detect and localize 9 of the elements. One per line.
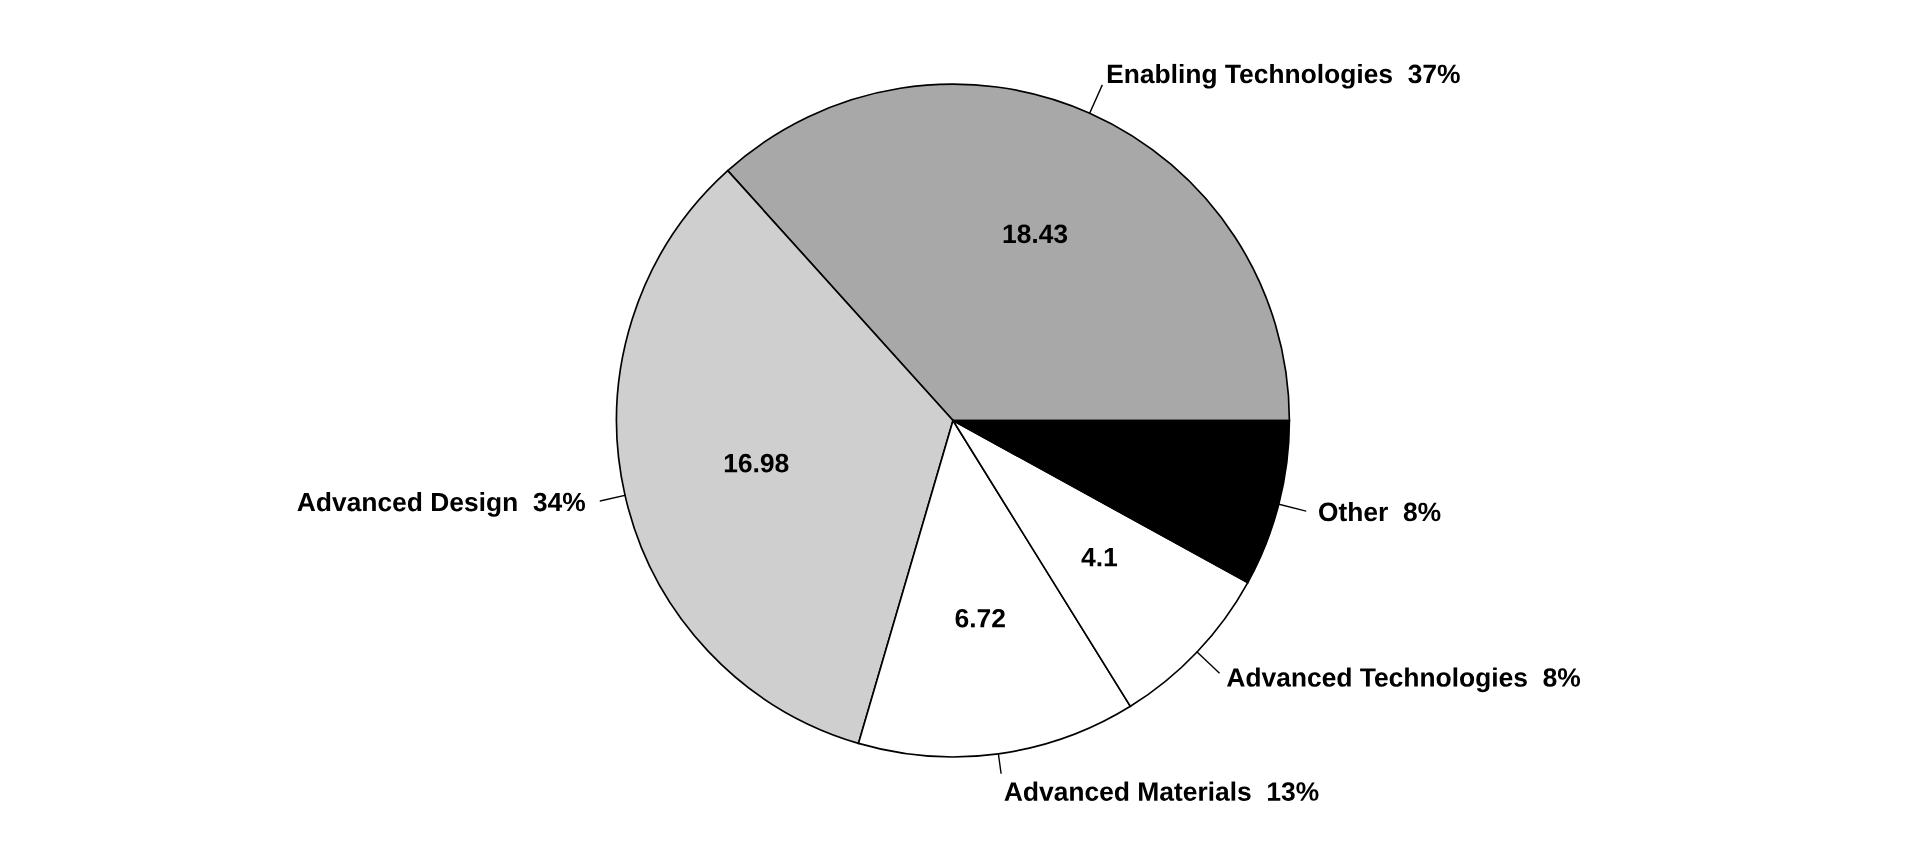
data-label: 18.43 [1003, 224, 1068, 244]
data-label: 16.98 [724, 453, 789, 473]
slice-label: Advanced Design 34% [297, 492, 586, 517]
data-label: 6.72 [955, 608, 1005, 628]
slice-label: Enabling Technologies 37% [1107, 63, 1460, 89]
slice-label: Advanced Technologies 8% [1227, 667, 1581, 693]
slice-label: Advanced Materials 13% [1004, 781, 1319, 801]
slice-label: Other 8% [1319, 501, 1441, 522]
data-label: 4.1 [1081, 548, 1118, 567]
